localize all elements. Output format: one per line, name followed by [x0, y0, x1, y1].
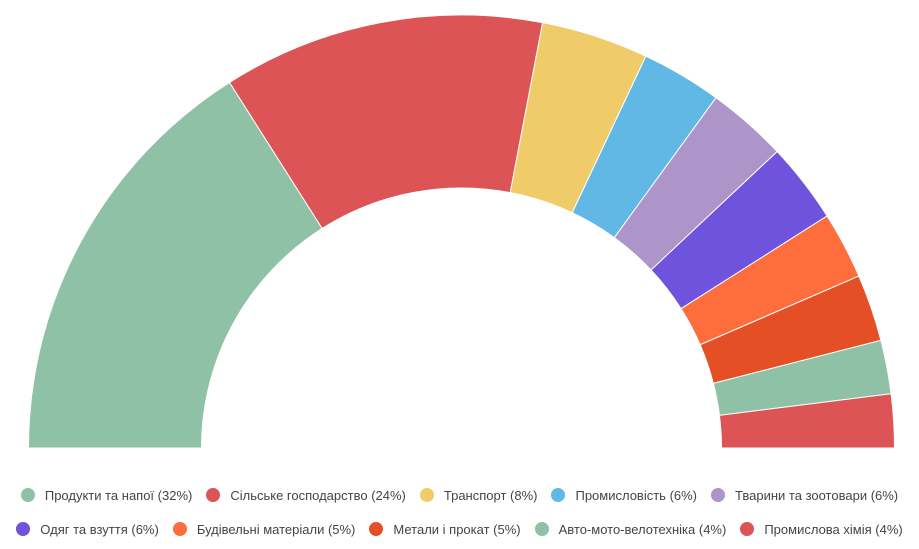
legend-item[interactable]: Авто-мото-велотехніка (4%) — [534, 521, 727, 537]
legend-row: Одяг та взуття (6%) Будівельні матеріали … — [0, 512, 919, 546]
legend-color-dot-icon — [551, 488, 566, 502]
legend-label: Промисловість (6%) — [575, 487, 698, 503]
legend-label: Транспорт (8%) — [443, 487, 538, 503]
legend-label: Тварини та зоотовари (6%) — [735, 487, 899, 503]
legend-label: Одяг та взуття (6%) — [40, 521, 159, 537]
legend-item[interactable]: Промислова хімія (4%) — [740, 521, 903, 537]
legend-item[interactable]: Одяг та взуття (6%) — [16, 522, 159, 537]
legend-color-dot-icon — [740, 522, 755, 536]
legend-color-dot-icon — [419, 488, 434, 502]
legend: Продукти та напої (32%) Сільське господар… — [0, 478, 919, 546]
legend-item[interactable]: Продукти та напої (32%) — [20, 487, 193, 503]
legend-color-dot-icon — [534, 522, 549, 536]
legend-item[interactable]: Метали і прокат (5%) — [369, 521, 521, 537]
semicircle-donut-chart — [27, 14, 896, 449]
legend-label: Метали і прокат (5%) — [393, 521, 521, 537]
legend-item[interactable]: Сільське господарство (24%) — [206, 488, 406, 503]
legend-color-dot-icon — [20, 488, 35, 502]
legend-label: Сільське господарство (24%) — [230, 487, 406, 503]
legend-label: Будівельні матеріали (5%) — [196, 521, 356, 537]
legend-label: Промислова хімія (4%) — [764, 521, 903, 537]
legend-item[interactable]: Транспорт (8%) — [419, 487, 538, 503]
legend-item[interactable]: Промисловість (6%) — [551, 488, 697, 503]
legend-color-dot-icon — [16, 522, 31, 536]
legend-color-dot-icon — [369, 522, 384, 536]
legend-color-dot-icon — [172, 522, 187, 536]
legend-item[interactable]: Тварини та зоотовари (6%) — [711, 488, 898, 503]
legend-color-dot-icon — [711, 488, 726, 502]
legend-item[interactable]: Будівельні матеріали (5%) — [172, 521, 356, 537]
legend-label: Продукти та напої (32%) — [44, 487, 193, 503]
legend-color-dot-icon — [206, 488, 221, 502]
pie-slice[interactable] — [718, 393, 896, 449]
pie-slice[interactable] — [27, 81, 323, 449]
legend-row: Продукти та напої (32%) Сільське господар… — [0, 478, 919, 512]
legend-label: Авто-мото-велотехніка (4%) — [558, 521, 727, 537]
